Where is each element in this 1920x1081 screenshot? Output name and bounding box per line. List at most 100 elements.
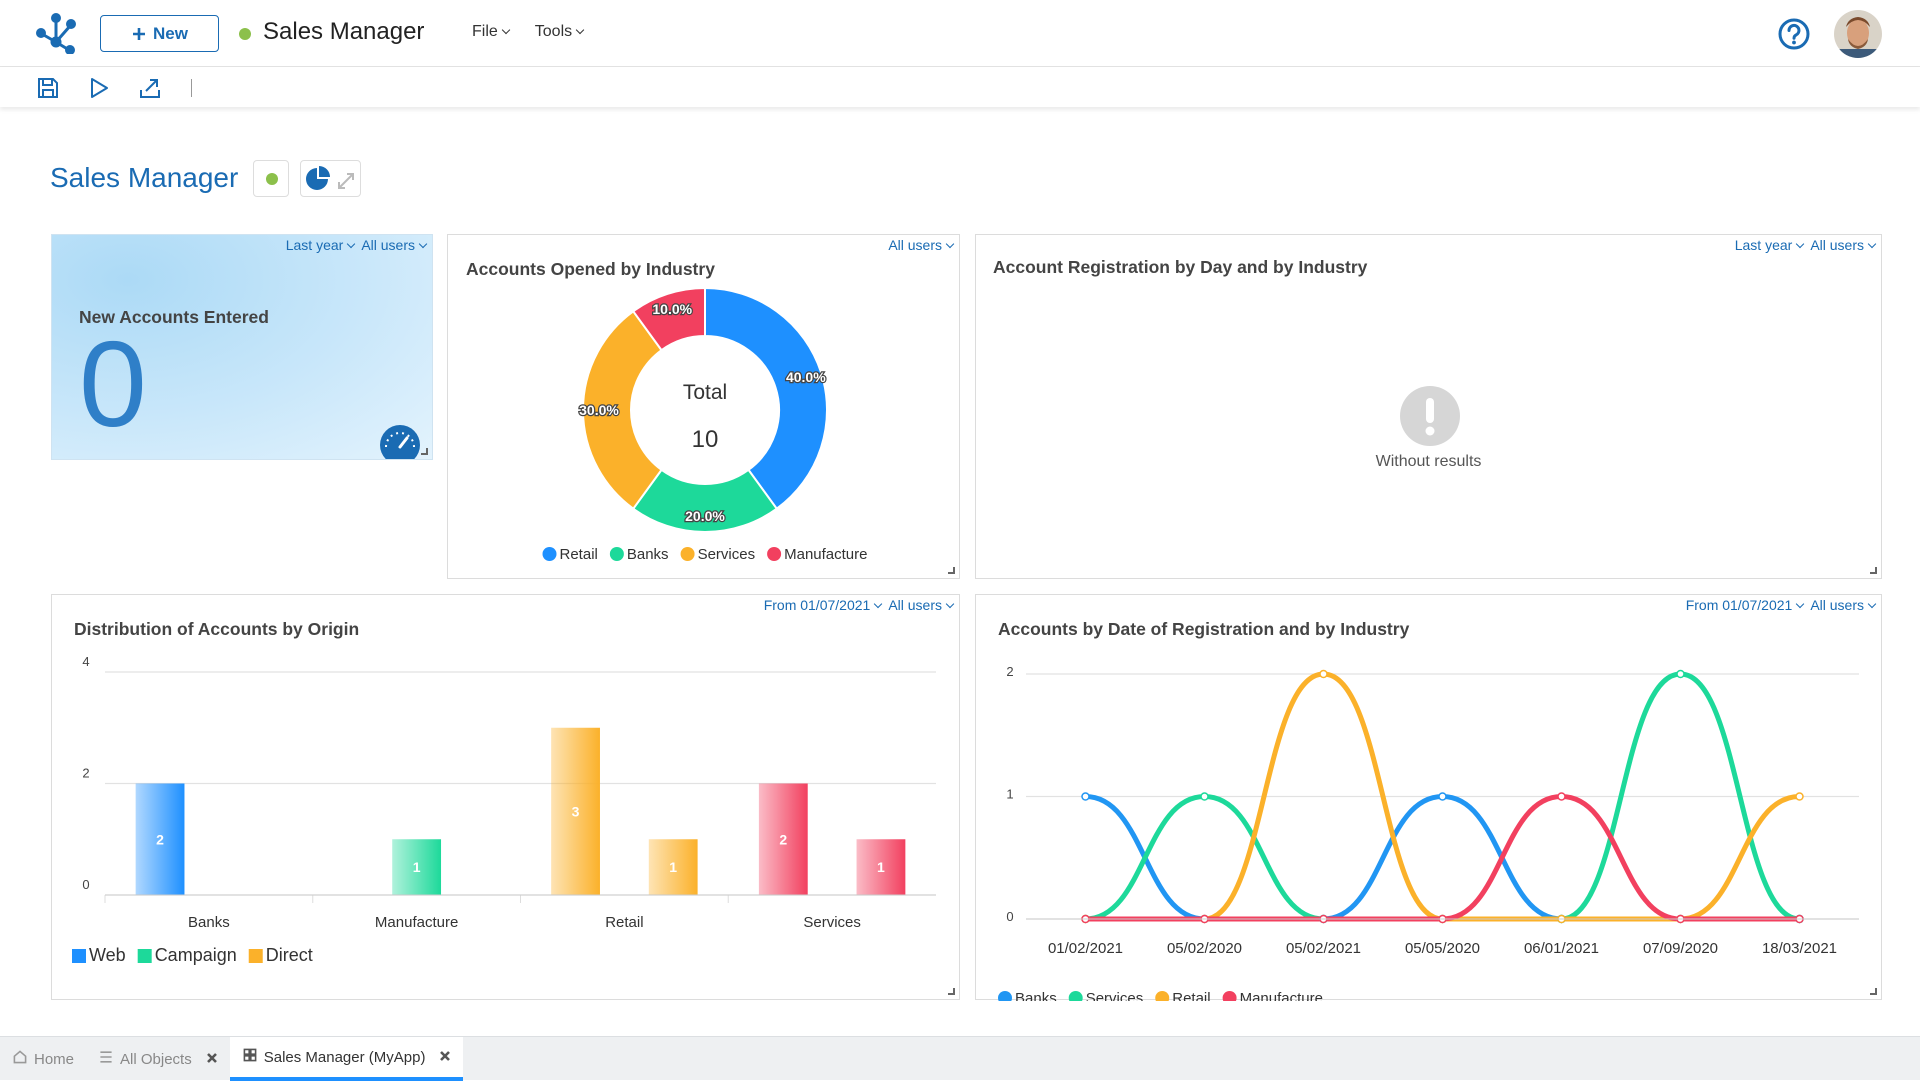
icon <box>100 1051 112 1063</box>
filter-bar: Last year All users <box>286 237 426 253</box>
new-label: New <box>153 23 188 43</box>
top-bar: New Sales Manager File Tools <box>0 0 1920 67</box>
legend-label[interactable]: Campaign <box>155 945 237 965</box>
menu-item[interactable]: Tools <box>535 23 583 41</box>
bar <box>648 839 698 895</box>
legend-label[interactable]: Services <box>1086 990 1144 1001</box>
legend-label[interactable]: Manufacture <box>1240 990 1323 1001</box>
tab[interactable]: Sales Manager (MyApp) <box>229 1037 464 1081</box>
close-icon[interactable] <box>206 1052 218 1064</box>
legend-label[interactable]: Retail <box>560 546 598 563</box>
legend-label[interactable]: Services <box>698 546 756 563</box>
line-chart: 0 1 2 01/02/2021 05/02/2020 05/02/2021 05/05/2… <box>998 664 1859 1001</box>
x-tick-label: 05/02/2021 <box>1286 940 1361 957</box>
tab-close[interactable] <box>206 1051 218 1068</box>
filter[interactable]: All users <box>888 237 953 253</box>
point[interactable] <box>1676 669 1685 679</box>
bar-widget: 0 2 4 Banks 2 Manufacture 1 Retail 3 1 Services 2 1 W… <box>51 594 960 1000</box>
legend-swatch <box>1155 991 1170 1001</box>
tab-icon <box>12 1049 28 1069</box>
menu-item[interactable]: File <box>472 23 509 41</box>
icon <box>13 1050 27 1064</box>
save-icon[interactable] <box>36 76 60 100</box>
legend-swatch <box>680 547 695 561</box>
x-tick-label: Services <box>803 914 861 931</box>
kpi-widget: Last year All users New Accounts Entered … <box>51 234 433 460</box>
filter[interactable]: Last year <box>1735 237 1804 253</box>
donut-slice <box>704 286 828 511</box>
run-icon[interactable] <box>87 76 111 100</box>
logo[interactable] <box>36 12 76 54</box>
filter[interactable]: From 01/07/2021 <box>764 597 882 613</box>
bar-chart: 0 2 4 Banks 2 Manufacture 1 Retail 3 1 Services 2 1 W… <box>72 654 936 965</box>
y-tick-label: 0 <box>82 877 89 892</box>
export-icon[interactable] <box>138 76 162 100</box>
filter[interactable]: All users <box>1810 237 1875 253</box>
legend-label[interactable]: Web <box>89 945 126 965</box>
y-tick-label: 2 <box>82 766 89 781</box>
point[interactable] <box>1081 792 1090 801</box>
legend-swatch <box>137 949 152 963</box>
bar <box>856 839 906 895</box>
tab[interactable]: Home <box>0 1037 86 1081</box>
point[interactable] <box>1438 792 1447 801</box>
x-tick-label: Banks <box>188 914 230 931</box>
tab[interactable]: All Objects <box>86 1037 230 1081</box>
bar <box>551 727 600 895</box>
legend-label[interactable]: Banks <box>627 546 669 563</box>
point[interactable] <box>1557 792 1566 801</box>
kpi-value: 0 <box>79 316 147 452</box>
point[interactable] <box>1319 669 1328 679</box>
point[interactable] <box>1795 792 1804 801</box>
legend-label[interactable]: Manufacture <box>784 546 867 563</box>
avatar[interactable] <box>1833 9 1883 59</box>
filter[interactable]: All users <box>1810 597 1875 613</box>
x-tick-label: 01/02/2021 <box>1048 940 1123 957</box>
donut-chart: 40.0% 20.0% 30.0% 10.0% Total 10 Retail Banks Se… <box>542 286 867 563</box>
empty-message: Without results <box>1375 453 1482 470</box>
donut-slice <box>631 286 706 352</box>
legend: Web Campaign Direct <box>72 945 313 965</box>
data-label: 1 <box>669 859 677 875</box>
legend-label[interactable]: Direct <box>266 945 313 965</box>
data-label: 2 <box>156 831 164 847</box>
filter-bar: Last year All users <box>1735 237 1875 253</box>
point[interactable] <box>1200 792 1209 801</box>
legend: Banks Services Retail Manufacture <box>998 990 1323 1001</box>
tab-label: Sales Manager (MyApp) <box>263 1048 426 1066</box>
app-title: Sales Manager <box>263 18 425 45</box>
line-widget: 0 1 2 01/02/2021 05/02/2020 05/02/2021 05/05/2… <box>975 594 1882 1001</box>
help-icon[interactable] <box>1777 17 1811 51</box>
filter-bar: From 01/07/2021 All users <box>764 597 953 613</box>
empty-widget: Last year All users Account Registration … <box>975 234 1882 579</box>
separator <box>191 79 192 97</box>
legend-swatch <box>998 991 1012 1001</box>
filter[interactable]: Last year <box>286 237 355 253</box>
icon <box>243 1048 257 1062</box>
tab-close[interactable] <box>439 1049 451 1066</box>
data-label: 30.0% <box>579 402 619 418</box>
filter[interactable]: From 01/07/2021 <box>1686 597 1804 613</box>
new-button[interactable]: New <box>100 15 219 52</box>
status-button[interactable] <box>253 160 289 197</box>
status-dot <box>239 28 251 40</box>
filter[interactable]: All users <box>361 237 426 253</box>
donut-widget: 40.0% 20.0% 30.0% 10.0% Total 10 Retail Banks Se… <box>447 234 960 579</box>
filter[interactable]: All users <box>888 597 953 613</box>
bar <box>392 839 442 895</box>
data-label: 2 <box>779 831 787 847</box>
widget-title: New Accounts Entered <box>79 307 269 327</box>
legend-label[interactable]: Banks <box>1015 990 1057 1001</box>
tab-label: Home <box>34 1050 75 1068</box>
widget-title: Distribution of Accounts by Origin <box>74 619 360 639</box>
bar <box>135 783 185 895</box>
x-tick-label: 05/05/2020 <box>1405 940 1480 957</box>
filter-bar: From 01/07/2021 All users <box>1686 597 1875 613</box>
chart-icons <box>306 166 354 190</box>
legend-swatch <box>767 547 782 561</box>
view-buttons[interactable] <box>300 160 361 197</box>
close-icon[interactable] <box>439 1050 451 1062</box>
legend-swatch <box>609 547 624 561</box>
legend-label[interactable]: Retail <box>1172 990 1210 1001</box>
y-tick-label: 4 <box>82 654 89 669</box>
